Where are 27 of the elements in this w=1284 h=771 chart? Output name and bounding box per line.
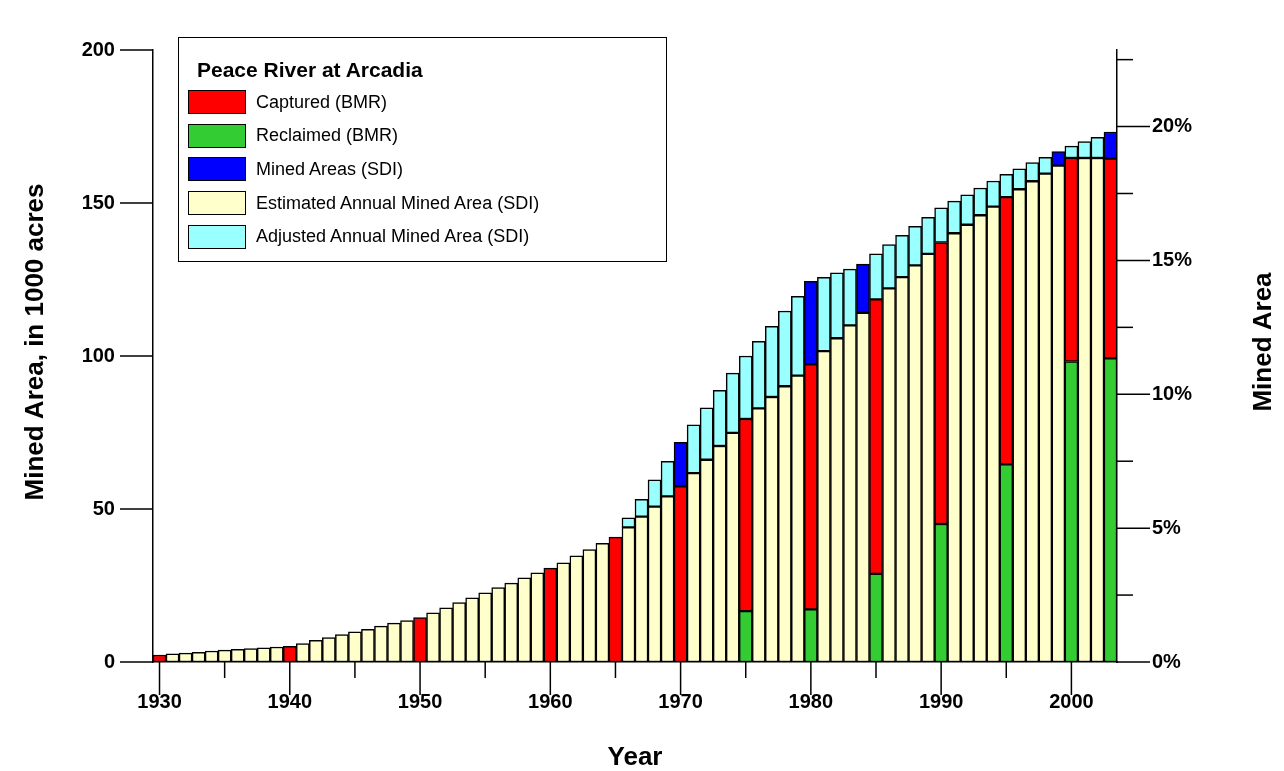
y2-tick-label: 5% [1152,515,1182,538]
y-tick-label: 150 [81,190,115,213]
y-tick-label: 0 [103,649,115,672]
x-tick-label: 1930 [137,689,182,712]
legend-label: Adjusted Annual Mined Area (SDI) [256,226,530,248]
y2-tick-label: 10% [1152,381,1193,404]
y2-tick-label: 15% [1152,247,1193,270]
x-tick-label: 1950 [397,689,443,712]
x-tick-label: 1980 [788,689,834,712]
y-tick-label: 100 [81,343,115,366]
x-tick-label: 1940 [267,689,313,712]
legend-label: Captured (BMR) [256,91,388,113]
x-tick-label: 2000 [1049,689,1094,712]
y2-tick-label: 20% [1152,114,1193,137]
y2-axis-title: Mined Area [1247,272,1277,412]
x-tick-label: 1970 [658,689,703,712]
y-tick-label: 200 [81,37,115,60]
y-axis-title: Mined Area, in 1000 acres [19,183,49,501]
legend-label: Mined Areas (SDI) [256,158,404,180]
x-tick-label: 1990 [918,689,964,712]
legend-label: Estimated Annual Mined Area (SDI) [256,192,540,214]
y-tick-label: 50 [92,496,115,519]
y2-tick-label: 0% [1152,649,1182,672]
x-tick-label: 1960 [528,689,573,712]
legend-title: Peace River at Arcadia [197,58,423,82]
x-axis-title: Year [607,741,663,771]
legend-label: Reclaimed (BMR) [256,125,399,147]
